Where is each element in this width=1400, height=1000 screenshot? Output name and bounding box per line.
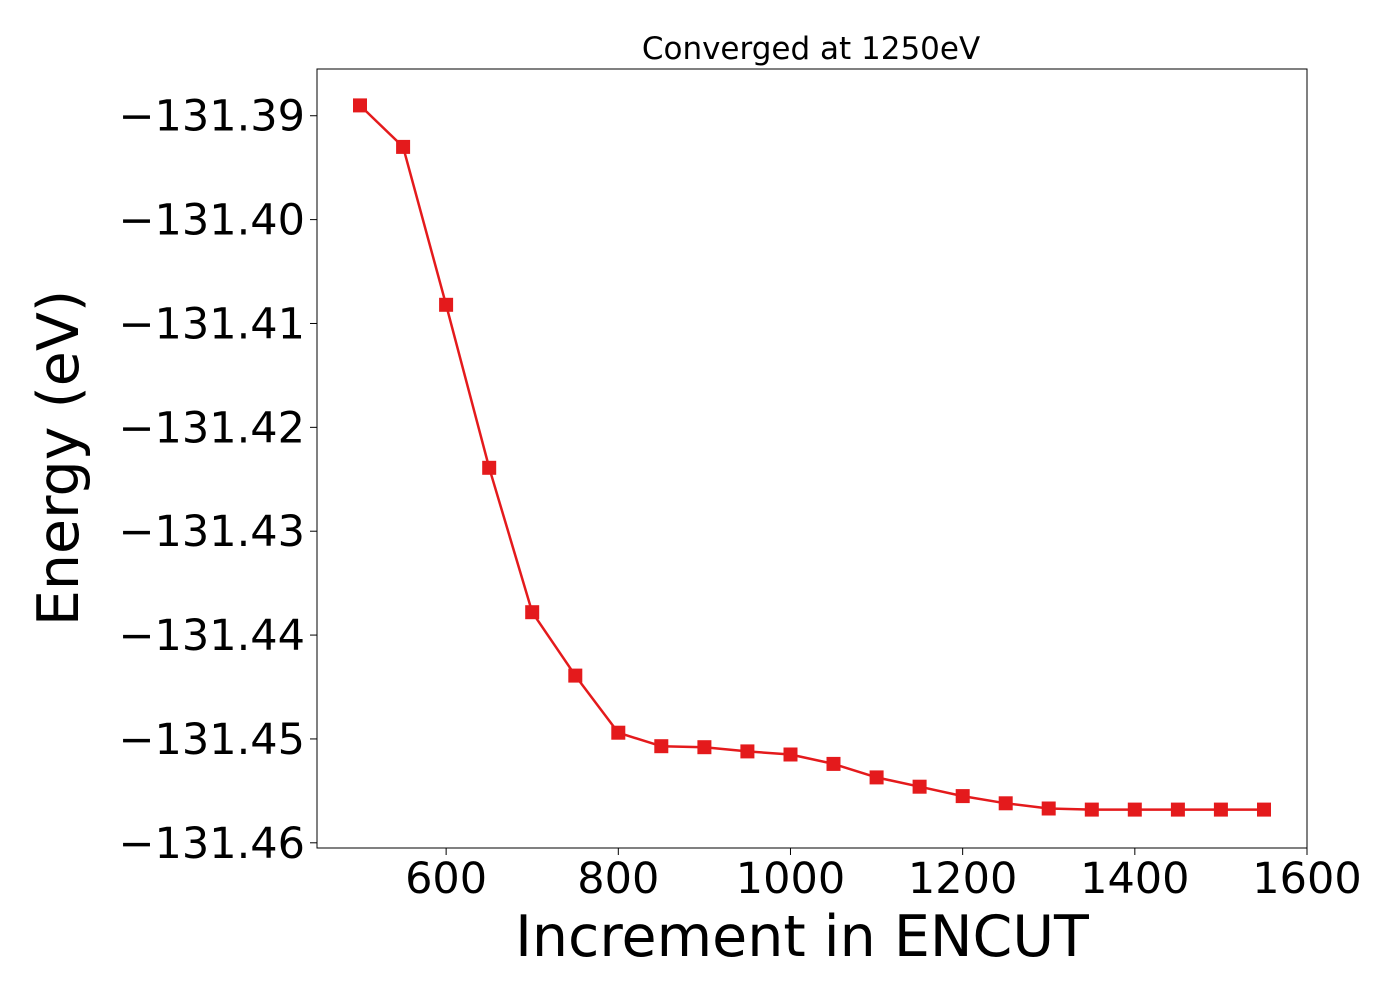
data-point-marker — [439, 297, 454, 312]
x-tick-label: 600 — [405, 854, 487, 904]
x-tick-label: 1600 — [1252, 854, 1361, 904]
data-point-marker — [1127, 802, 1142, 817]
data-point-marker — [1170, 802, 1185, 817]
data-point-marker — [826, 756, 841, 771]
data-point-marker — [482, 460, 497, 475]
data-point-marker — [955, 789, 970, 804]
chart-title: Converged at 1250eV — [642, 31, 980, 67]
y-tick-label: −131.45 — [119, 715, 306, 765]
data-point-marker — [783, 747, 798, 762]
x-tick-label: 1000 — [736, 854, 845, 904]
data-point-marker — [869, 770, 884, 785]
data-point-marker — [998, 796, 1013, 811]
x-axis-ticks: 600 800 1000 1200 1400 1600 — [405, 848, 1362, 904]
x-tick-label: 1200 — [908, 854, 1017, 904]
data-point-marker — [654, 739, 669, 754]
data-point-marker — [396, 139, 411, 154]
data-point-marker — [912, 779, 927, 794]
data-point-marker — [697, 740, 712, 755]
data-point-marker — [740, 744, 755, 759]
data-point-marker — [611, 725, 626, 740]
y-tick-label: −131.44 — [119, 611, 306, 661]
y-tick-label: −131.40 — [119, 196, 306, 246]
data-point-marker — [568, 668, 583, 683]
plot-frame — [316, 68, 1308, 849]
y-axis-label: Energy (eV) — [26, 290, 92, 626]
data-point-marker — [1041, 801, 1056, 816]
x-tick-label: 1400 — [1080, 854, 1189, 904]
x-axis-label: Increment in ENCUT — [515, 904, 1089, 970]
series-line — [359, 104, 1264, 811]
y-axis-ticks: −131.39 −131.40 −131.41 −131.42 −131.43 −131.… — [119, 92, 317, 869]
data-point-marker — [525, 605, 540, 620]
data-point-marker — [1213, 802, 1228, 817]
y-tick-label: −131.46 — [119, 819, 306, 869]
y-tick-label: −131.39 — [119, 92, 306, 142]
data-point-marker — [1257, 802, 1271, 817]
y-tick-label: −131.43 — [119, 507, 306, 557]
y-tick-label: −131.42 — [119, 403, 306, 453]
x-tick-label: 800 — [577, 854, 659, 904]
series-layer — [353, 98, 1271, 817]
data-point-marker — [353, 98, 367, 113]
data-point-marker — [1084, 802, 1099, 817]
y-tick-label: −131.41 — [119, 299, 306, 349]
